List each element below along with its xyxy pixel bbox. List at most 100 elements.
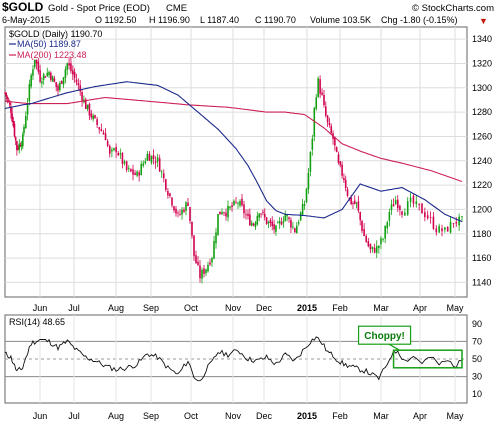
price-candle-body (418, 203, 420, 205)
price-candle-body (254, 222, 257, 228)
rsi-y-tick-label: 70 (472, 336, 482, 346)
price-candle-body (241, 198, 243, 206)
price-candle-body (16, 141, 18, 151)
price-candle-body (432, 216, 435, 229)
price-candle-body (156, 157, 159, 162)
price-candle-body (369, 244, 372, 250)
price-candle-body (171, 197, 173, 206)
price-candle-body (35, 59, 38, 64)
price-candle-body (75, 79, 78, 83)
price-candle-body (77, 82, 80, 86)
price-candle-body (185, 202, 187, 211)
price-candle-body (426, 215, 429, 219)
price-candle-body (60, 80, 63, 84)
change-down-arrow-icon: ▼ (479, 16, 488, 26)
price-candle-body (237, 203, 239, 205)
choppy-callout-box (357, 325, 412, 345)
price-x-tick-label: Sep (143, 303, 159, 313)
price-candle-body (396, 199, 399, 209)
price-x-tick-label: Jul (68, 303, 80, 313)
rsi-x-tick-label: Jun (33, 411, 48, 421)
price-candle-body (70, 63, 72, 72)
price-candle-body (390, 204, 393, 211)
price-candle-body (4, 92, 6, 94)
price-candle-body (421, 203, 423, 214)
price-candle-body (179, 214, 181, 215)
price-candle-body (173, 206, 175, 211)
price-candle-body (146, 153, 149, 161)
price-candle-body (62, 77, 65, 85)
price-candle-body (23, 126, 25, 133)
price-candle-body (41, 81, 43, 84)
price-candle-body (299, 212, 302, 221)
price-candle-body (273, 224, 275, 230)
price-candle-body (229, 206, 231, 209)
price-candle-body (275, 225, 277, 232)
rsi-y-tick-label: 50 (472, 354, 482, 364)
quote-low: L 1187.40 (200, 15, 239, 25)
rsi-x-tick-label: Mar (373, 411, 389, 421)
price-candle-body (294, 228, 296, 233)
price-candle-body (282, 221, 285, 223)
rsi-y-tick-label: 10 (472, 389, 482, 399)
price-candle-body (48, 72, 50, 76)
price-candle-body (39, 70, 41, 82)
price-candle-body (350, 197, 352, 205)
price-y-tick-label: 1140 (472, 277, 491, 287)
price-candle-body (452, 223, 455, 224)
price-candle-body (247, 213, 249, 216)
price-candle-body (399, 205, 401, 211)
price-candle-body (355, 202, 358, 204)
price-candle-body (409, 197, 412, 202)
price-candle-body (11, 113, 13, 122)
price-candle-body (344, 179, 347, 189)
price-candle-body (44, 76, 47, 78)
price-candle-body (215, 232, 217, 244)
symbol-title: $GOLD (2, 0, 44, 14)
price-candle-body (102, 132, 105, 135)
price-candle-body (193, 235, 195, 257)
price-candle-body (461, 216, 463, 217)
price-candle-body (183, 209, 185, 212)
price-candle-body (262, 211, 264, 213)
price-candle-body (195, 255, 197, 264)
price-candle-body (286, 215, 288, 217)
price-candle-body (303, 204, 306, 206)
price-candle-body (28, 84, 31, 102)
price-candle-body (175, 208, 177, 214)
price-candle-body (152, 155, 155, 160)
price-candle-body (297, 222, 300, 224)
price-candle-body (330, 126, 333, 133)
price-candle-body (88, 103, 91, 116)
price-candle-body (64, 69, 67, 78)
price-candle-body (68, 63, 70, 66)
price-candle-body (213, 240, 215, 259)
price-candle-body (353, 200, 356, 204)
price-candle-body (121, 152, 124, 164)
price-candle-body (201, 269, 203, 279)
price-candle-body (17, 148, 19, 150)
price-candle-body (263, 213, 266, 218)
price-candle-body (98, 127, 101, 130)
price-candle-body (346, 189, 349, 196)
price-candle-body (189, 207, 191, 221)
price-y-tick-label: 1280 (472, 107, 492, 117)
price-candle-body (169, 193, 171, 197)
price-candle-body (361, 220, 363, 231)
ma50-line (4, 81, 463, 223)
price-candle-body (334, 136, 336, 146)
price-candle-body (30, 75, 32, 87)
price-x-tick-label: Aug (108, 303, 124, 313)
choppy-highlight-box (392, 349, 463, 369)
price-candle-body (20, 145, 23, 147)
price-candle-body (37, 61, 40, 72)
price-candle-body (343, 178, 345, 180)
price-x-tick-label: Jun (33, 303, 48, 313)
rsi-y-tick-label: 30 (472, 372, 482, 382)
rsi-x-axis: Jun Jul Aug Sep Oct Nov Dec 2015 Feb Mar Apr May (33, 411, 464, 421)
price-candle-body (375, 246, 378, 253)
price-candle-body (288, 217, 290, 219)
price-candle-body (325, 106, 327, 116)
price-candle-body (217, 214, 219, 235)
